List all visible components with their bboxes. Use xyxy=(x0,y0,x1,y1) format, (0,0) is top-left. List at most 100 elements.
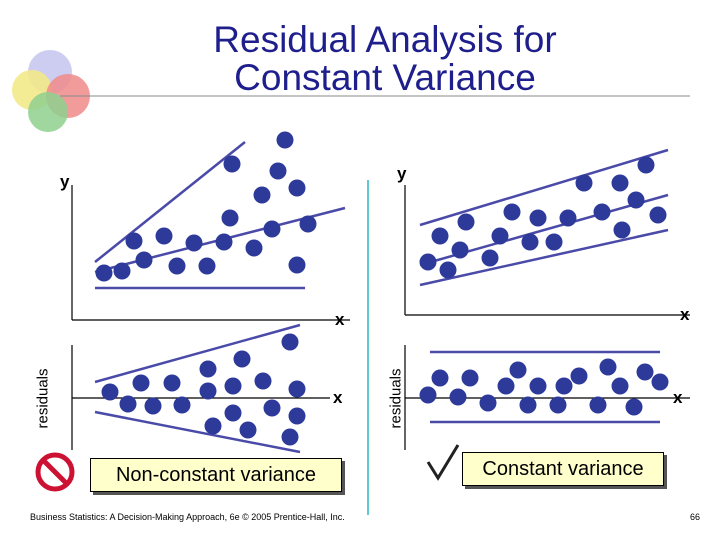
scatter-dot xyxy=(223,155,241,173)
left-residual-panel xyxy=(71,323,330,454)
scatter-dot xyxy=(419,386,437,404)
scatter-dot xyxy=(288,179,306,197)
scatter-dot xyxy=(637,156,655,174)
scatter-dot xyxy=(491,227,509,245)
scatter-dot xyxy=(204,417,222,435)
scatter-dot xyxy=(570,367,588,385)
scatter-dot xyxy=(449,388,467,406)
scatter-dot xyxy=(549,396,567,414)
right-scatter-dots xyxy=(419,156,667,279)
checkmark-icon xyxy=(426,444,460,481)
right-residual-dots xyxy=(419,358,669,416)
scatter-dot xyxy=(593,203,611,221)
scatter-dot xyxy=(439,261,457,279)
scatter-dot xyxy=(519,396,537,414)
scatter-dot xyxy=(163,374,181,392)
left-caption: Non-constant variance xyxy=(90,458,342,492)
scatter-dot xyxy=(431,227,449,245)
right-lower-bound-line xyxy=(419,228,669,287)
scatter-dot xyxy=(199,382,217,400)
scatter-dot xyxy=(135,251,153,269)
scatter-dot xyxy=(599,358,617,376)
scatter-dot xyxy=(199,360,217,378)
right-y-label: y xyxy=(397,164,407,183)
scatter-dot xyxy=(419,253,437,271)
scatter-dot xyxy=(481,249,499,267)
scatter-dot xyxy=(613,221,631,239)
left-residual-upper-bound xyxy=(94,323,301,384)
scatter-dot xyxy=(269,162,287,180)
scatter-dot xyxy=(215,233,233,251)
scatter-dot xyxy=(221,209,239,227)
scatter-dot xyxy=(461,369,479,387)
right-x-label-top: x xyxy=(680,305,690,324)
scatter-dot xyxy=(649,206,667,224)
scatter-dot xyxy=(497,377,515,395)
scatter-dot xyxy=(589,396,607,414)
scatter-dot xyxy=(233,350,251,368)
scatter-dot xyxy=(503,203,521,221)
scatter-dot xyxy=(521,233,539,251)
prohibition-icon xyxy=(35,452,75,492)
left-scatter-dots xyxy=(95,131,317,282)
footer-page-number: 66 xyxy=(690,512,701,522)
left-residual-lower-bound xyxy=(94,410,301,454)
left-residual-dots xyxy=(101,333,306,446)
scatter-dot xyxy=(625,398,643,416)
scatter-dot xyxy=(254,372,272,390)
right-caption: Constant variance xyxy=(462,452,664,486)
scatter-dot xyxy=(559,209,577,227)
right-residual-panel xyxy=(404,345,690,450)
scatter-dot xyxy=(95,264,113,282)
scatter-dot xyxy=(198,257,216,275)
right-upper-bound-line xyxy=(419,148,669,227)
scatter-dot xyxy=(509,361,527,379)
right-scatter-panel xyxy=(404,148,690,316)
scatter-dot xyxy=(263,399,281,417)
scatter-dot xyxy=(125,232,143,250)
scatter-dot xyxy=(545,233,563,251)
scatter-dot xyxy=(132,374,150,392)
scatter-dot xyxy=(155,227,173,245)
scatter-dot xyxy=(224,404,242,422)
scatter-dot xyxy=(119,395,137,413)
scatter-dot xyxy=(185,234,203,252)
left-scatter-panel xyxy=(71,131,350,321)
scatter-dot xyxy=(288,407,306,425)
scatter-dot xyxy=(575,174,593,192)
scatter-dot xyxy=(451,241,469,259)
scatter-dot xyxy=(101,383,119,401)
scatter-dot xyxy=(288,380,306,398)
scatter-dot xyxy=(144,397,162,415)
scatter-dot xyxy=(113,262,131,280)
scatter-dot xyxy=(281,428,299,446)
title-line-2: Constant Variance xyxy=(234,57,536,98)
scatter-dot xyxy=(555,377,573,395)
scatter-dot xyxy=(168,257,186,275)
right-x-label-bottom: x xyxy=(673,388,683,407)
scatter-dot xyxy=(611,174,629,192)
left-residuals-label: residuals xyxy=(34,368,52,429)
scatter-dot xyxy=(457,213,475,231)
scatter-dot xyxy=(636,363,654,381)
scatter-dot xyxy=(239,421,257,439)
scatter-dot xyxy=(288,256,306,274)
footer-source: Business Statistics: A Decision-Making A… xyxy=(30,512,345,522)
scatter-dot xyxy=(173,396,191,414)
scatter-dot xyxy=(627,191,645,209)
scatter-dot xyxy=(263,220,281,238)
scatter-dot xyxy=(529,377,547,395)
scatter-dot xyxy=(281,333,299,351)
scatter-dot xyxy=(529,209,547,227)
overlapping-circles-icon xyxy=(12,50,90,132)
scatter-dot xyxy=(245,239,263,257)
left-upper-bound-line xyxy=(94,141,246,263)
left-x-label-top: x xyxy=(335,310,345,329)
scatter-dot xyxy=(253,186,271,204)
left-y-label: y xyxy=(60,172,70,191)
title-line-1: Residual Analysis for xyxy=(213,19,557,60)
scatter-dot xyxy=(651,373,669,391)
left-x-label-bottom: x xyxy=(333,388,343,407)
scatter-dot xyxy=(479,394,497,412)
